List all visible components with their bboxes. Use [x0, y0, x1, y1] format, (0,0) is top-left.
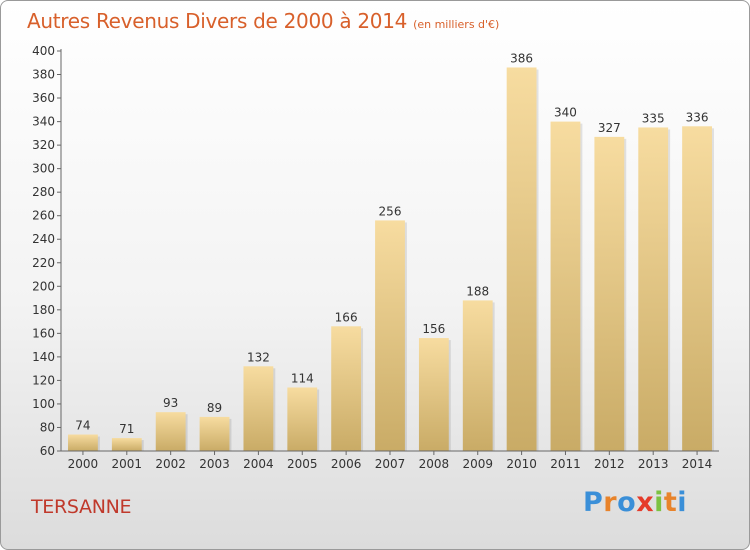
x-tick-label: 2013	[638, 457, 669, 471]
bar	[594, 136, 625, 451]
x-axis: 2000 2001 2002 2003 2004 2005 2006 2007 2008 2009…	[61, 450, 719, 471]
x-tick-label: 2002	[155, 457, 186, 471]
data-label: 335	[642, 111, 665, 125]
data-label: 166	[335, 310, 358, 324]
x-tick-label: 2007	[375, 457, 406, 471]
data-label: 386	[510, 51, 533, 65]
logo-letter: r	[603, 487, 618, 518]
data-label: 71	[119, 422, 134, 436]
bar	[418, 338, 449, 451]
y-tick-label: 320	[32, 138, 55, 152]
x-tick-label: 2008	[419, 457, 450, 471]
bar	[199, 416, 230, 451]
x-tick-label: 2011	[550, 457, 581, 471]
bar	[375, 220, 405, 451]
y-tick-label: 80	[40, 420, 55, 434]
x-tick-label: 2012	[594, 457, 625, 471]
y-tick-label: 380	[32, 68, 55, 82]
title-line: Autres Revenus Divers de 2000 à 2014 (en …	[27, 9, 499, 33]
x-tick-label: 2010	[506, 457, 537, 471]
data-label: 89	[207, 401, 222, 415]
bar	[287, 387, 318, 451]
logo-letter: i	[654, 487, 664, 518]
x-tick-label: 2001	[112, 457, 143, 471]
logo-letter: P	[583, 487, 604, 518]
data-label: 114	[291, 371, 314, 385]
y-tick-label: 100	[32, 397, 55, 411]
x-tick-label: 2014	[682, 457, 713, 471]
data-label: 336	[686, 110, 709, 124]
bar	[68, 434, 98, 451]
y-tick-label: 300	[32, 162, 55, 176]
x-tick-label: 2000	[68, 457, 99, 471]
data-label: 93	[163, 396, 178, 410]
bar	[682, 126, 712, 451]
y-tick-label: 160	[32, 326, 55, 340]
bar	[155, 412, 186, 451]
data-label: 327	[598, 121, 621, 135]
y-axis: 60 80 100 120 140 160 180 200 220 240 260 280 300 320…	[32, 44, 62, 458]
y-tick-label: 240	[32, 232, 55, 246]
chart-title: Autres Revenus Divers de 2000 à 2014	[27, 9, 408, 33]
y-tick-label: 280	[32, 185, 55, 199]
logo-letter: x	[636, 487, 655, 518]
data-label: 340	[554, 106, 577, 120]
y-tick-label: 340	[32, 115, 55, 129]
bar	[111, 438, 142, 451]
data-label: 132	[247, 350, 270, 364]
bar	[506, 67, 537, 452]
y-tick-label: 180	[32, 303, 55, 317]
data-label: 188	[466, 284, 489, 298]
y-tick-label: 400	[32, 44, 55, 58]
bar	[331, 326, 362, 451]
y-tick-label: 120	[32, 373, 55, 387]
y-tick-label: 140	[32, 350, 55, 364]
x-tick-label: 2005	[287, 457, 318, 471]
data-label: 256	[379, 204, 402, 218]
y-tick-label: 220	[32, 256, 55, 270]
x-tick-label: 2003	[199, 457, 230, 471]
bar	[550, 121, 581, 452]
y-tick-label: 360	[32, 91, 55, 105]
proxiti-logo[interactable]: Proxiti	[583, 487, 687, 518]
y-tick-label: 260	[32, 209, 55, 223]
data-label: 74	[75, 419, 90, 433]
y-tick-label: 200	[32, 279, 55, 293]
y-tick-label: 60	[40, 444, 55, 458]
logo-letter: o	[617, 487, 637, 518]
x-tick-label: 2004	[243, 457, 274, 471]
bar	[462, 300, 493, 451]
data-label: 156	[422, 322, 445, 336]
commune-name: TERSANNE	[31, 496, 132, 518]
x-tick-label: 2006	[331, 457, 362, 471]
logo-letter: t	[663, 487, 678, 518]
logo-letter: i	[677, 487, 688, 518]
bar	[243, 366, 274, 451]
bar	[638, 127, 669, 452]
chart-subtitle: (en milliers d'€)	[413, 18, 500, 31]
bars: 74 71 93 89 132 114 166 256 156 188 386 340 327 335 33…	[68, 51, 714, 452]
x-tick-label: 2009	[462, 457, 493, 471]
